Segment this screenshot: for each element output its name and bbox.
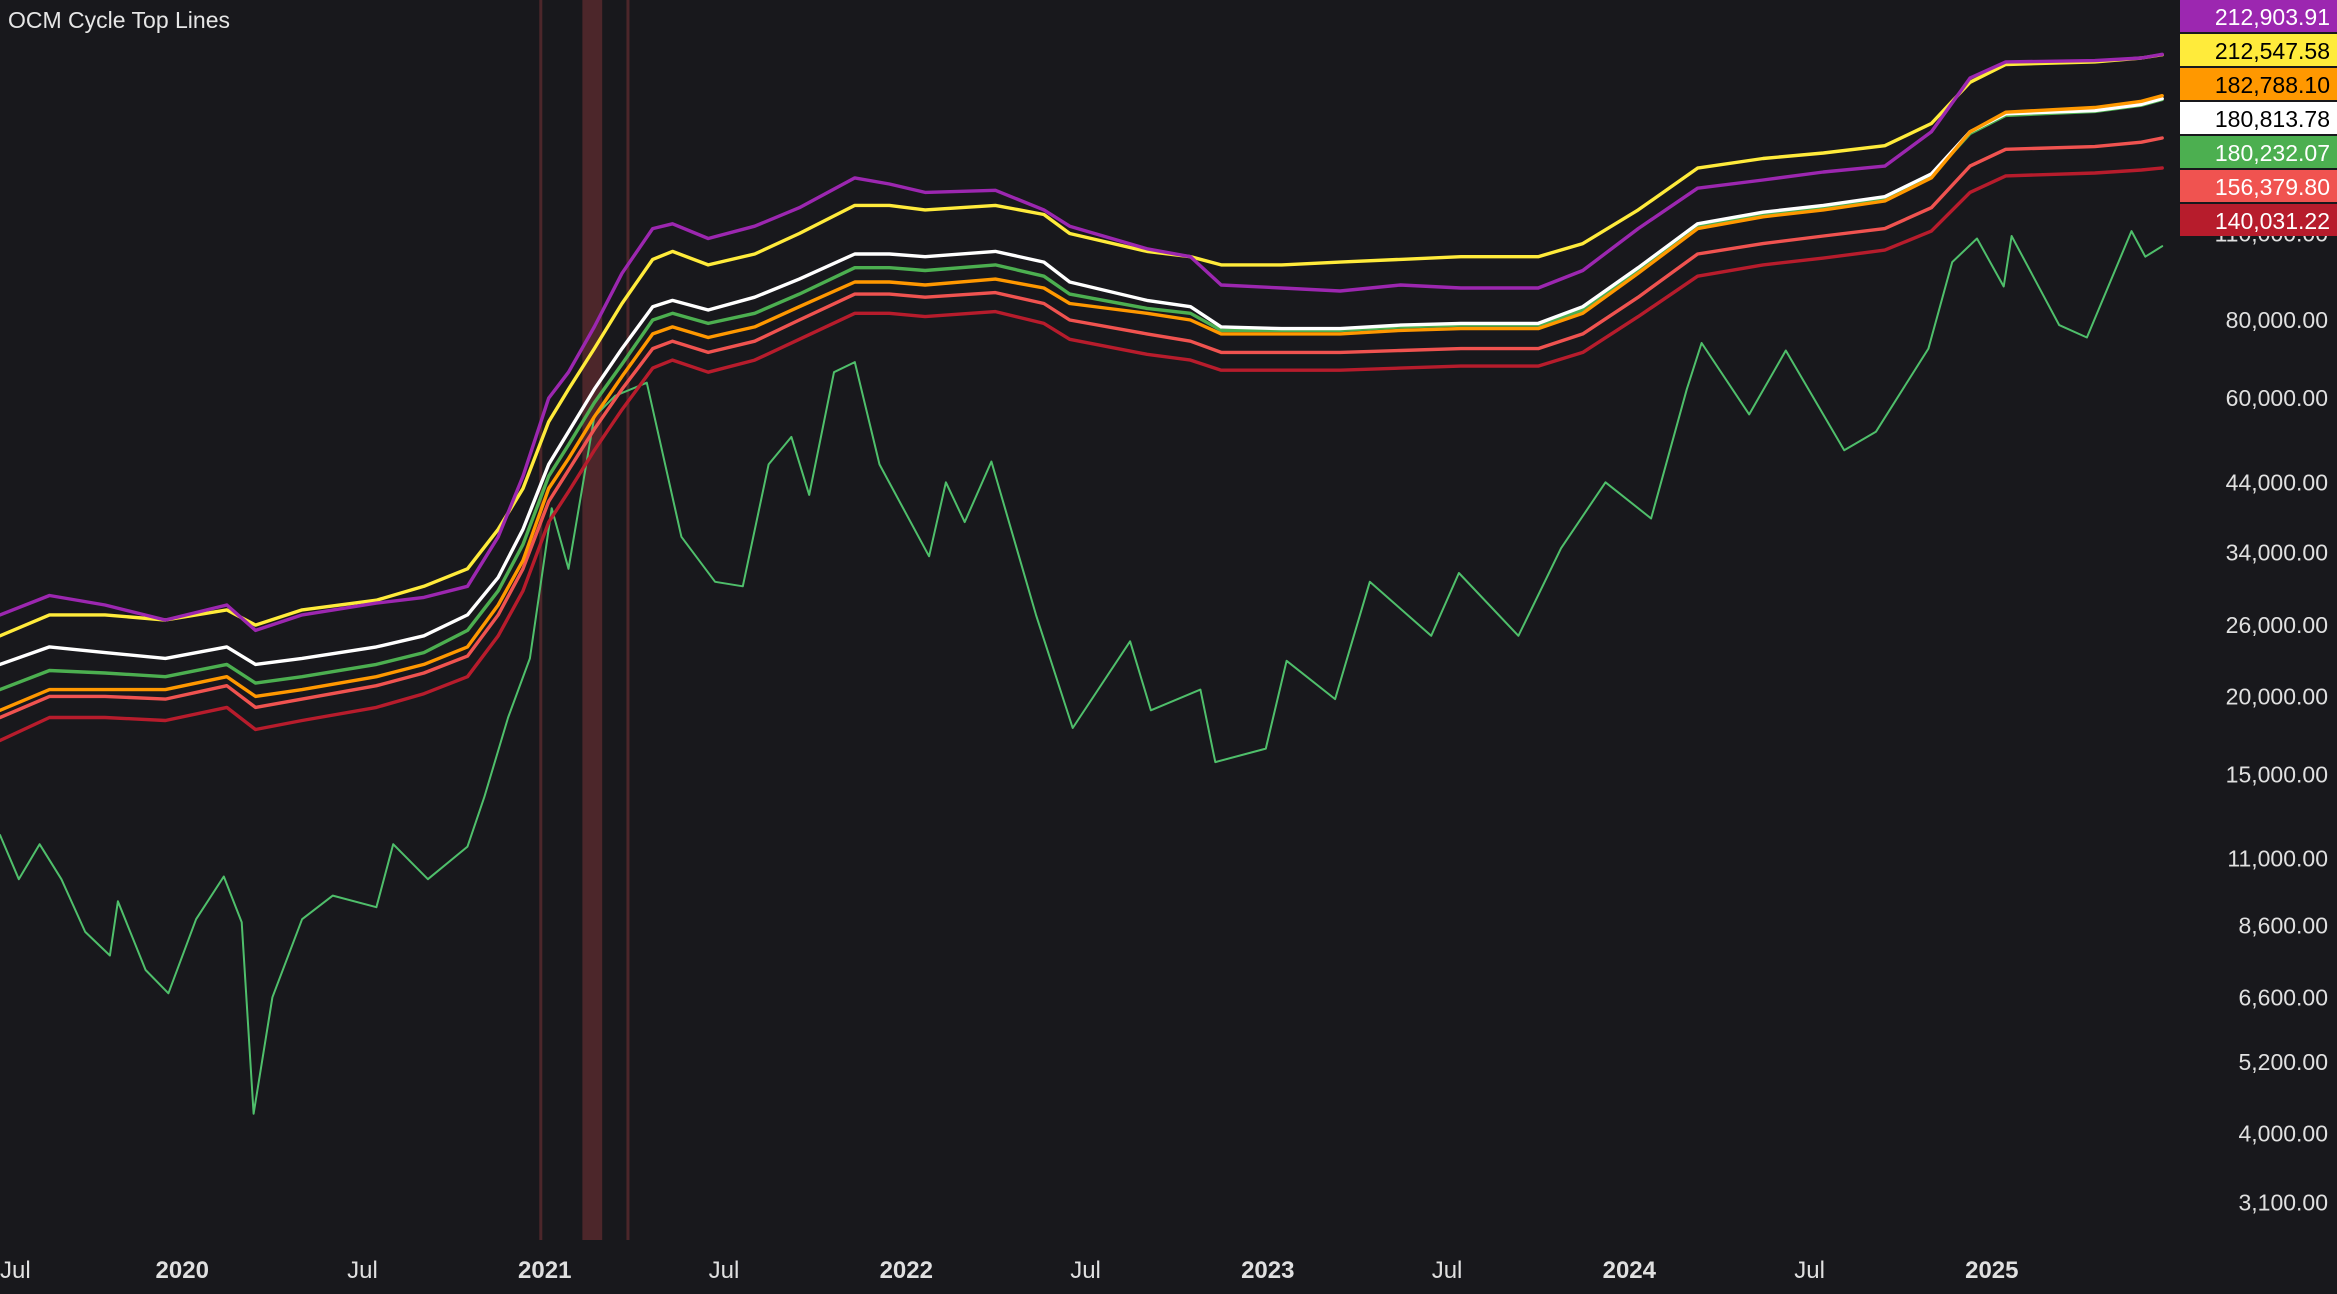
price-scale: 110,000.0080,000.0060,000.0044,000.0034,… (2215, 221, 2328, 1216)
value-label: 212,547.58 (2215, 38, 2330, 64)
x-tick-label: 2022 (880, 1257, 933, 1284)
y-tick-label: 11,000.00 (2227, 846, 2328, 872)
value-label: 140,031.22 (2215, 208, 2330, 234)
y-tick-label: 6,600.00 (2238, 984, 2328, 1010)
y-tick-label: 44,000.00 (2226, 469, 2328, 495)
value-label-bg (2180, 136, 2337, 168)
y-tick-label: 34,000.00 (2226, 539, 2328, 565)
x-tick-label: 2024 (1603, 1257, 1657, 1284)
y-tick-label: 8,600.00 (2238, 912, 2328, 938)
value-label: 180,813.78 (2215, 106, 2330, 132)
highlight-band (539, 0, 543, 1240)
y-tick-label: 4,000.00 (2238, 1120, 2328, 1146)
y-tick-label: 26,000.00 (2226, 612, 2328, 638)
cycle-top-line (0, 136, 2164, 720)
y-tick-label: 60,000.00 (2226, 385, 2328, 411)
x-tick-label: Jul (347, 1257, 378, 1284)
x-tick-label: Jul (709, 1257, 740, 1284)
x-tick-label: 2021 (518, 1257, 571, 1284)
cycle-top-line (0, 94, 2164, 712)
x-tick-label: Jul (0, 1257, 31, 1284)
value-label-bg (2180, 0, 2337, 32)
highlight-bands (539, 0, 630, 1240)
x-tick-label: Jul (1432, 1257, 1463, 1284)
value-label-bg (2180, 34, 2337, 66)
y-tick-label: 15,000.00 (2226, 761, 2328, 787)
indicator-title: OCM Cycle Top Lines (8, 7, 230, 33)
x-tick-label: 2025 (1965, 1257, 2018, 1284)
cycle-top-line (0, 52, 2164, 633)
cycle-top-line (0, 166, 2164, 743)
price-series-line (0, 230, 2164, 1115)
x-tick-label: Jul (1070, 1257, 1101, 1284)
series-lines (0, 52, 2164, 1115)
value-label-bg (2180, 102, 2337, 134)
y-tick-label: 5,200.00 (2238, 1049, 2328, 1075)
cycle-top-line (0, 96, 2164, 667)
time-scale: Jul 2020 Jul 2021 Jul 2022 Jul 2023 Jul 2024 Jul 20… (0, 1257, 2019, 1284)
value-label: 180,232.07 (2215, 140, 2330, 166)
value-label: 156,379.80 (2215, 174, 2330, 200)
y-tick-label: 80,000.00 (2226, 307, 2328, 333)
value-label-bg (2180, 170, 2337, 202)
highlight-band (626, 0, 630, 1240)
x-tick-label: 2023 (1241, 1257, 1294, 1284)
x-tick-label: Jul (1794, 1257, 1825, 1284)
value-label: 182,788.10 (2215, 72, 2330, 98)
last-value-labels: 212,903.91 212,547.58 182,788.10 180,813.78… (2180, 0, 2337, 236)
y-tick-label: 20,000.00 (2226, 683, 2328, 709)
value-label-bg (2180, 68, 2337, 100)
cycle-top-line (0, 97, 2164, 692)
cycle-top-line (0, 53, 2164, 638)
y-tick-label: 3,100.00 (2238, 1189, 2328, 1215)
value-label-bg (2180, 204, 2337, 236)
highlight-band (582, 0, 603, 1240)
value-label: 212,903.91 (2215, 4, 2330, 30)
x-tick-label: 2020 (156, 1257, 209, 1284)
